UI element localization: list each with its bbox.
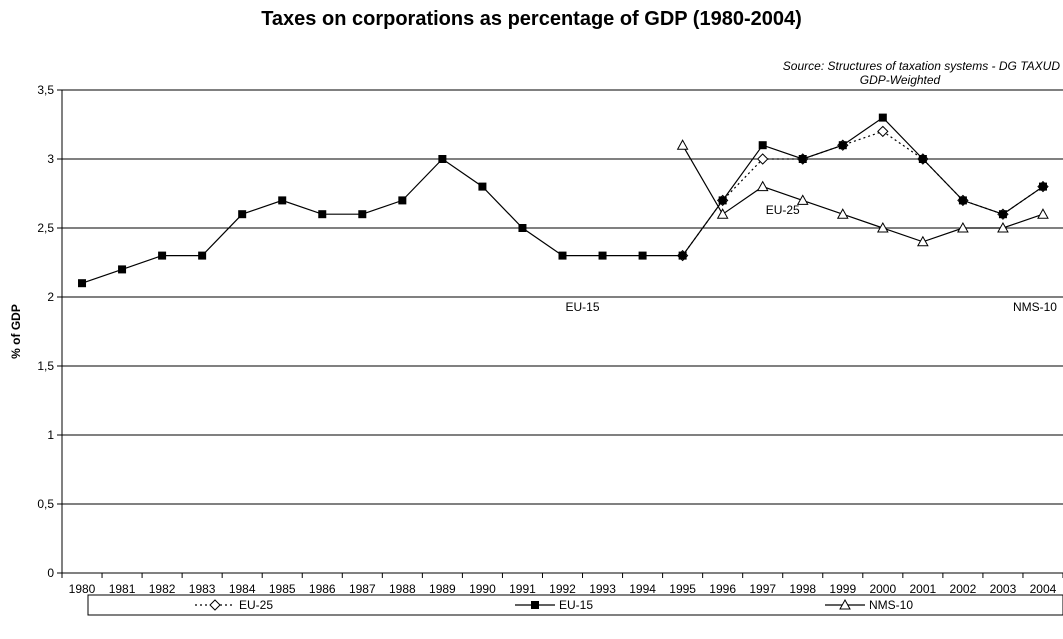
data-point-eu-15 <box>398 196 407 205</box>
y-axis-label: % of GDP <box>9 304 23 359</box>
data-point-nms-10 <box>876 221 889 233</box>
data-point-eu-15 <box>638 251 647 260</box>
data-point-eu-15 <box>838 141 847 150</box>
data-point-eu-15 <box>918 155 927 163</box>
data-point-eu-15 <box>878 113 887 122</box>
chart-title: Taxes on corporations as percentage of G… <box>261 8 802 30</box>
data-point-eu-15 <box>1038 182 1047 191</box>
x-tick-label: 2002 <box>950 582 977 596</box>
data-point-eu-15 <box>558 251 567 260</box>
data-point-eu-15 <box>518 224 527 232</box>
x-tick-label: 1987 <box>349 582 376 596</box>
data-point-eu-15 <box>198 251 207 260</box>
annotation-label: NMS-10 <box>1013 300 1057 314</box>
y-tick-label: 3,5 <box>37 83 54 97</box>
x-tick-label: 1984 <box>229 582 256 596</box>
x-tick-label: 1997 <box>749 582 776 596</box>
data-point-eu-15 <box>478 182 487 191</box>
source-weighting-text: GDP-Weighted <box>860 73 941 87</box>
x-tick-label: 1988 <box>389 582 416 596</box>
data-point-eu-15 <box>678 251 687 260</box>
legend-marker-nms-10 <box>839 598 851 610</box>
data-point-eu-15 <box>438 155 447 163</box>
y-tick-label: 3 <box>47 152 54 166</box>
x-tick-label: 1992 <box>549 582 576 596</box>
x-tick-label: 1996 <box>709 582 736 596</box>
x-tick-label: 1989 <box>429 582 456 596</box>
data-point-nms-10 <box>676 139 689 150</box>
data-point-eu-25 <box>756 153 769 165</box>
y-tick-label: 0 <box>47 566 54 580</box>
data-point-eu-15 <box>158 251 167 260</box>
series-line-eu-25 <box>682 130 1044 256</box>
source-text: Source: Structures of taxation systems -… <box>783 59 1061 73</box>
annotation-label: EU-15 <box>566 300 600 314</box>
data-point-eu-15 <box>718 196 727 205</box>
data-point-nms-10 <box>997 221 1009 233</box>
x-tick-label: 1980 <box>69 582 96 596</box>
data-point-nms-10 <box>756 180 769 192</box>
data-point-eu-15 <box>998 210 1007 219</box>
data-point-eu-15 <box>958 196 967 205</box>
x-tick-label: 1986 <box>309 582 336 596</box>
data-point-eu-15 <box>598 251 607 260</box>
x-tick-label: 1985 <box>269 582 296 596</box>
data-point-eu-25 <box>877 125 889 138</box>
data-point-nms-10 <box>716 208 729 219</box>
data-point-eu-15 <box>758 141 767 150</box>
y-tick-label: 2 <box>47 290 54 304</box>
data-point-nms-10 <box>917 235 929 247</box>
data-point-eu-15 <box>358 210 367 219</box>
x-tick-label: 2003 <box>990 582 1017 596</box>
x-tick-label: 1995 <box>669 582 696 596</box>
data-point-eu-15 <box>318 210 327 219</box>
x-tick-label: 1990 <box>469 582 496 596</box>
y-tick-label: 1,5 <box>37 359 54 373</box>
data-point-eu-15 <box>278 196 287 205</box>
x-tick-label: 1991 <box>509 582 536 596</box>
data-point-nms-10 <box>957 221 969 233</box>
annotation-label: EU-25 <box>766 203 800 217</box>
x-tick-label: 1983 <box>189 582 216 596</box>
x-tick-label: 2000 <box>869 582 896 596</box>
legend-box <box>87 594 1063 616</box>
x-tick-label: 1982 <box>149 582 176 596</box>
x-tick-label: 1993 <box>589 582 616 596</box>
series-line-nms-10 <box>682 144 1044 243</box>
y-tick-label: 0,5 <box>37 497 54 511</box>
data-point-eu-15 <box>238 210 247 219</box>
legend-label-eu-25: EU-25 <box>239 598 273 612</box>
legend-label-nms-10: NMS-10 <box>869 598 913 612</box>
x-tick-label: 2004 <box>1030 582 1057 596</box>
x-tick-label: 1998 <box>789 582 816 596</box>
data-point-nms-10 <box>796 194 809 205</box>
legend-marker-eu-15 <box>531 601 539 609</box>
x-tick-label: 1994 <box>629 582 656 596</box>
x-tick-label: 1981 <box>109 582 136 596</box>
data-point-nms-10 <box>1037 208 1049 219</box>
y-tick-label: 2,5 <box>37 221 54 235</box>
data-point-nms-10 <box>836 208 849 219</box>
data-point-eu-15 <box>118 265 127 274</box>
data-point-eu-15 <box>798 155 807 163</box>
data-point-eu-15 <box>78 279 87 288</box>
y-tick-label: 1 <box>47 428 54 442</box>
legend-label-eu-15: EU-15 <box>559 598 593 612</box>
x-tick-label: 2001 <box>910 582 937 596</box>
legend-marker-eu-25 <box>209 599 221 611</box>
x-tick-label: 1999 <box>829 582 856 596</box>
